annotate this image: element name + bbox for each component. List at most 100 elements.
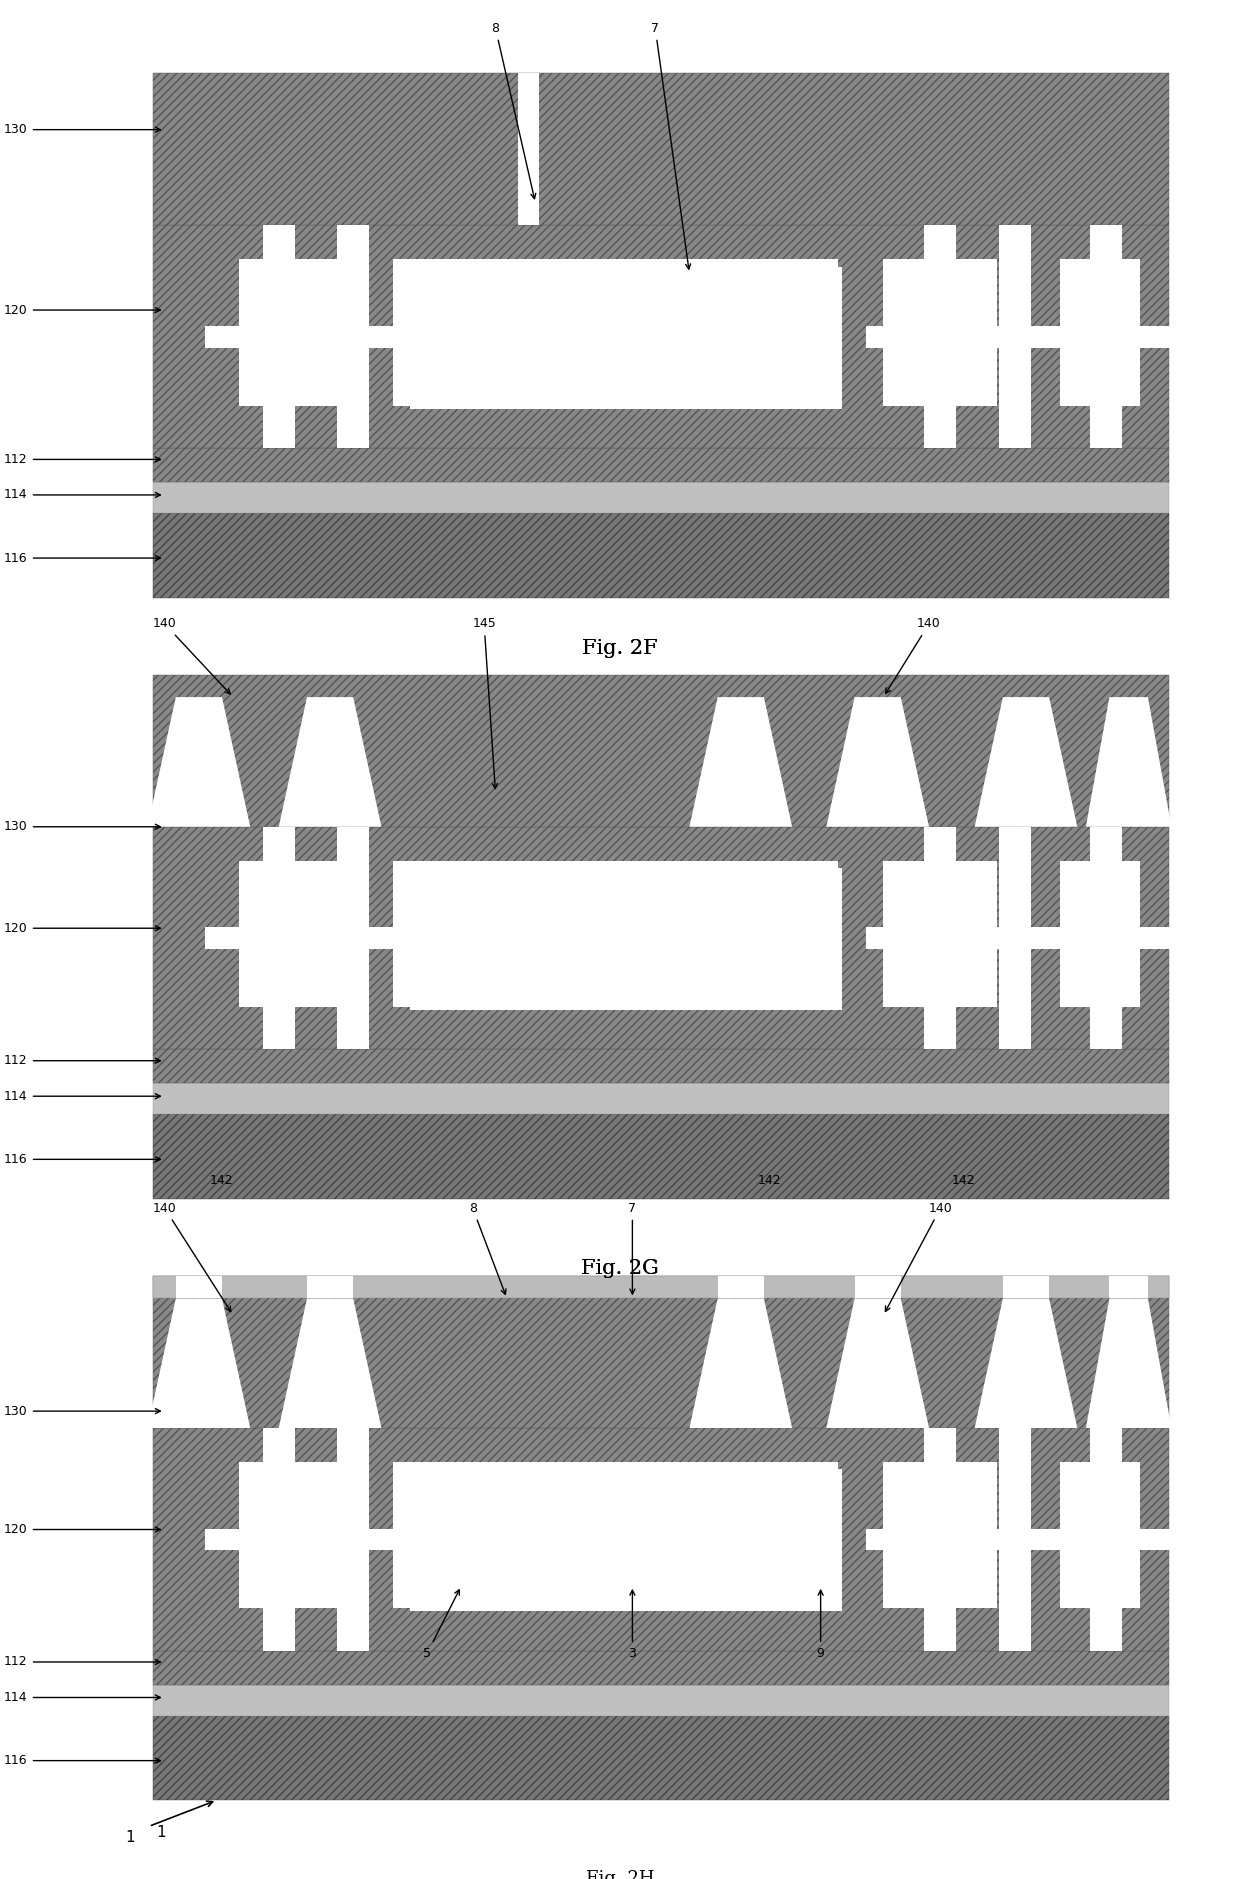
Bar xyxy=(154,1685,1168,1716)
Text: 140: 140 xyxy=(885,618,941,693)
Bar xyxy=(925,1428,956,1652)
Bar xyxy=(154,225,1168,449)
Polygon shape xyxy=(279,1298,382,1428)
Bar xyxy=(512,883,520,1000)
Bar xyxy=(822,868,842,1011)
Text: 116: 116 xyxy=(4,552,160,564)
Text: 114: 114 xyxy=(4,1090,160,1103)
Text: 116: 116 xyxy=(4,1755,160,1766)
Bar xyxy=(940,327,1089,348)
Bar xyxy=(154,1048,1168,1082)
Bar xyxy=(410,267,826,280)
Text: 8: 8 xyxy=(491,23,536,199)
Text: 140: 140 xyxy=(153,1203,231,1312)
Text: Fig. 2G: Fig. 2G xyxy=(582,1259,658,1278)
Polygon shape xyxy=(826,697,929,827)
Bar xyxy=(492,282,500,398)
Bar xyxy=(1032,928,1180,949)
Bar xyxy=(867,327,1014,348)
Polygon shape xyxy=(975,697,1078,827)
Bar xyxy=(998,827,1030,1048)
Bar xyxy=(453,883,460,1000)
Text: 145: 145 xyxy=(472,618,497,789)
Polygon shape xyxy=(1086,697,1172,827)
Bar xyxy=(263,225,295,449)
Bar xyxy=(854,1276,900,1298)
Polygon shape xyxy=(148,1298,250,1428)
Text: 114: 114 xyxy=(4,489,160,502)
Bar xyxy=(998,225,1030,449)
Bar xyxy=(883,1462,997,1608)
Bar xyxy=(940,1530,1089,1550)
Bar xyxy=(1060,1462,1140,1608)
Text: 112: 112 xyxy=(4,453,160,466)
Text: 120: 120 xyxy=(4,304,160,316)
Bar xyxy=(154,675,1168,827)
Bar xyxy=(154,1652,1168,1685)
Bar xyxy=(239,1462,358,1608)
Text: 116: 116 xyxy=(4,1154,160,1165)
Text: Fig. 2F: Fig. 2F xyxy=(583,639,657,658)
Text: 112: 112 xyxy=(4,1655,160,1669)
Polygon shape xyxy=(279,697,382,827)
Bar xyxy=(822,1469,842,1612)
Bar xyxy=(1003,1276,1049,1298)
Bar xyxy=(453,1484,460,1601)
Text: 142: 142 xyxy=(951,1174,975,1186)
Bar xyxy=(154,1276,1168,1428)
Bar xyxy=(337,1428,368,1652)
Bar xyxy=(1110,1276,1148,1298)
Bar xyxy=(337,225,368,449)
Text: 120: 120 xyxy=(4,923,160,934)
Bar xyxy=(1060,861,1140,1007)
Bar xyxy=(176,1276,222,1298)
Bar xyxy=(925,827,956,1048)
Text: 1: 1 xyxy=(125,1830,135,1845)
Bar xyxy=(154,513,1168,598)
Bar xyxy=(1060,259,1140,406)
Polygon shape xyxy=(689,697,792,827)
Bar xyxy=(433,282,440,398)
Bar xyxy=(154,1428,1168,1652)
Text: 142: 142 xyxy=(210,1174,233,1186)
Bar xyxy=(393,259,838,406)
Text: 7: 7 xyxy=(629,1203,636,1295)
Text: 9: 9 xyxy=(817,1590,825,1659)
Bar xyxy=(453,282,460,398)
Bar xyxy=(718,1276,764,1298)
Bar xyxy=(410,396,826,410)
Text: 112: 112 xyxy=(4,1054,160,1067)
Bar xyxy=(410,868,826,879)
Bar xyxy=(239,259,358,406)
Bar xyxy=(154,1276,1168,1298)
Polygon shape xyxy=(975,1298,1078,1428)
Bar xyxy=(154,449,1168,483)
Bar xyxy=(472,282,480,398)
Text: 130: 130 xyxy=(4,124,160,135)
Bar xyxy=(263,1428,295,1652)
Text: 1: 1 xyxy=(156,1825,166,1840)
Text: Fig. 2F: Fig. 2F xyxy=(583,639,657,658)
Bar xyxy=(433,1484,440,1601)
Bar xyxy=(867,1530,1014,1550)
Bar xyxy=(154,481,1168,513)
Bar xyxy=(512,282,520,398)
Bar xyxy=(1032,327,1180,348)
Text: Fig. 2H: Fig. 2H xyxy=(585,1870,655,1879)
Bar xyxy=(883,861,997,1007)
Bar xyxy=(393,1462,838,1608)
Text: 140: 140 xyxy=(885,1203,952,1312)
Bar xyxy=(410,1599,826,1612)
Text: 142: 142 xyxy=(758,1174,781,1186)
Bar xyxy=(308,1276,353,1298)
Bar xyxy=(279,928,427,949)
Text: 5: 5 xyxy=(423,1590,459,1659)
Bar xyxy=(410,998,826,1011)
Bar xyxy=(154,73,1168,225)
Bar xyxy=(337,827,368,1048)
Bar xyxy=(1090,1428,1122,1652)
Bar xyxy=(239,861,358,1007)
Bar xyxy=(279,327,427,348)
Bar xyxy=(205,1530,353,1550)
Bar xyxy=(492,1484,500,1601)
